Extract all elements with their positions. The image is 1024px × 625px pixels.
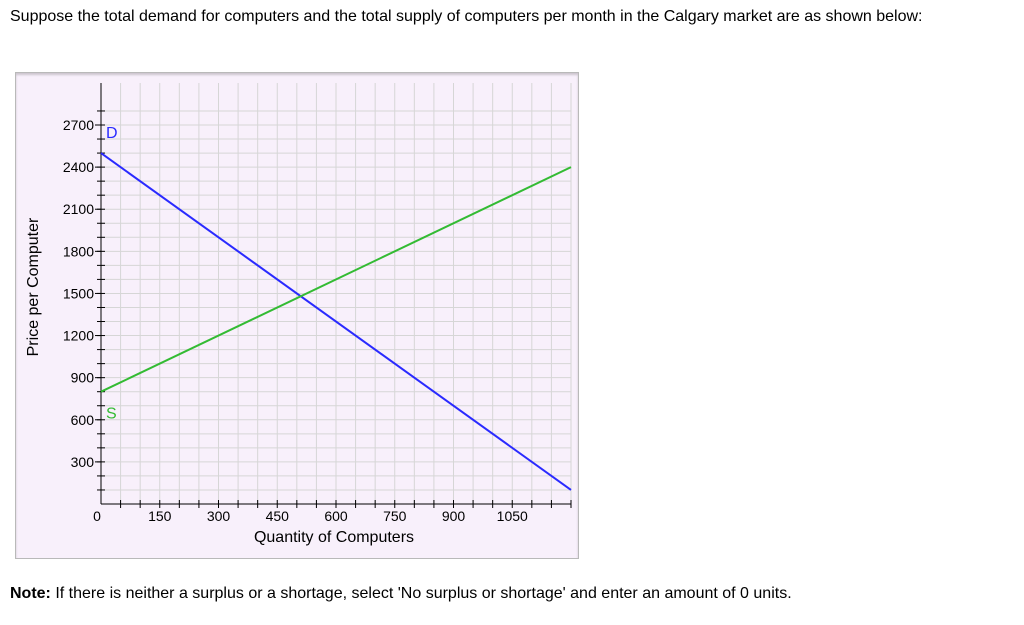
series-line-d	[100, 152, 572, 491]
x-tick-label: 450	[266, 508, 290, 524]
y-axis-label: Price per Computer	[25, 217, 42, 356]
x-tick-label: 600	[324, 508, 348, 524]
y-tick-label: 2700	[63, 117, 94, 133]
y-tick-label: 300	[71, 454, 95, 470]
y-tick-label: 2100	[63, 201, 94, 217]
y-tick-label: 2400	[63, 159, 94, 175]
x-tick-label: 300	[207, 508, 231, 524]
y-tick-label: 1500	[63, 285, 94, 301]
note-label: Note:	[10, 585, 51, 602]
demand-label: D	[106, 125, 118, 142]
y-tick-label: 1200	[63, 328, 94, 344]
y-tick-label: 600	[71, 412, 95, 428]
x-tick-label: 900	[442, 508, 466, 524]
y-tick-label: 1800	[63, 243, 94, 259]
chart-svg: 300 600 900 1200 1500 1800 2100 2400 2700 0 150 300…	[25, 83, 572, 546]
supply-demand-chart: 300 600 900 1200 1500 1800 2100 2400 2700 0 150 300…	[15, 72, 579, 559]
note: Note: If there is neither a surplus or a…	[10, 584, 792, 604]
x-axis-label: Quantity of Computers	[254, 529, 414, 546]
note-text: If there is neither a surplus or a short…	[50, 585, 792, 602]
y-tick-label: 900	[71, 370, 95, 386]
supply-label: S	[106, 406, 117, 423]
x-tick-label: 750	[383, 508, 407, 524]
question-text: Suppose the total demand for computers a…	[10, 8, 923, 25]
x-tick-label: 0	[93, 508, 101, 524]
series-line-s	[100, 166, 572, 393]
x-tick-label: 1050	[497, 508, 528, 524]
x-tick-label: 150	[148, 508, 172, 524]
